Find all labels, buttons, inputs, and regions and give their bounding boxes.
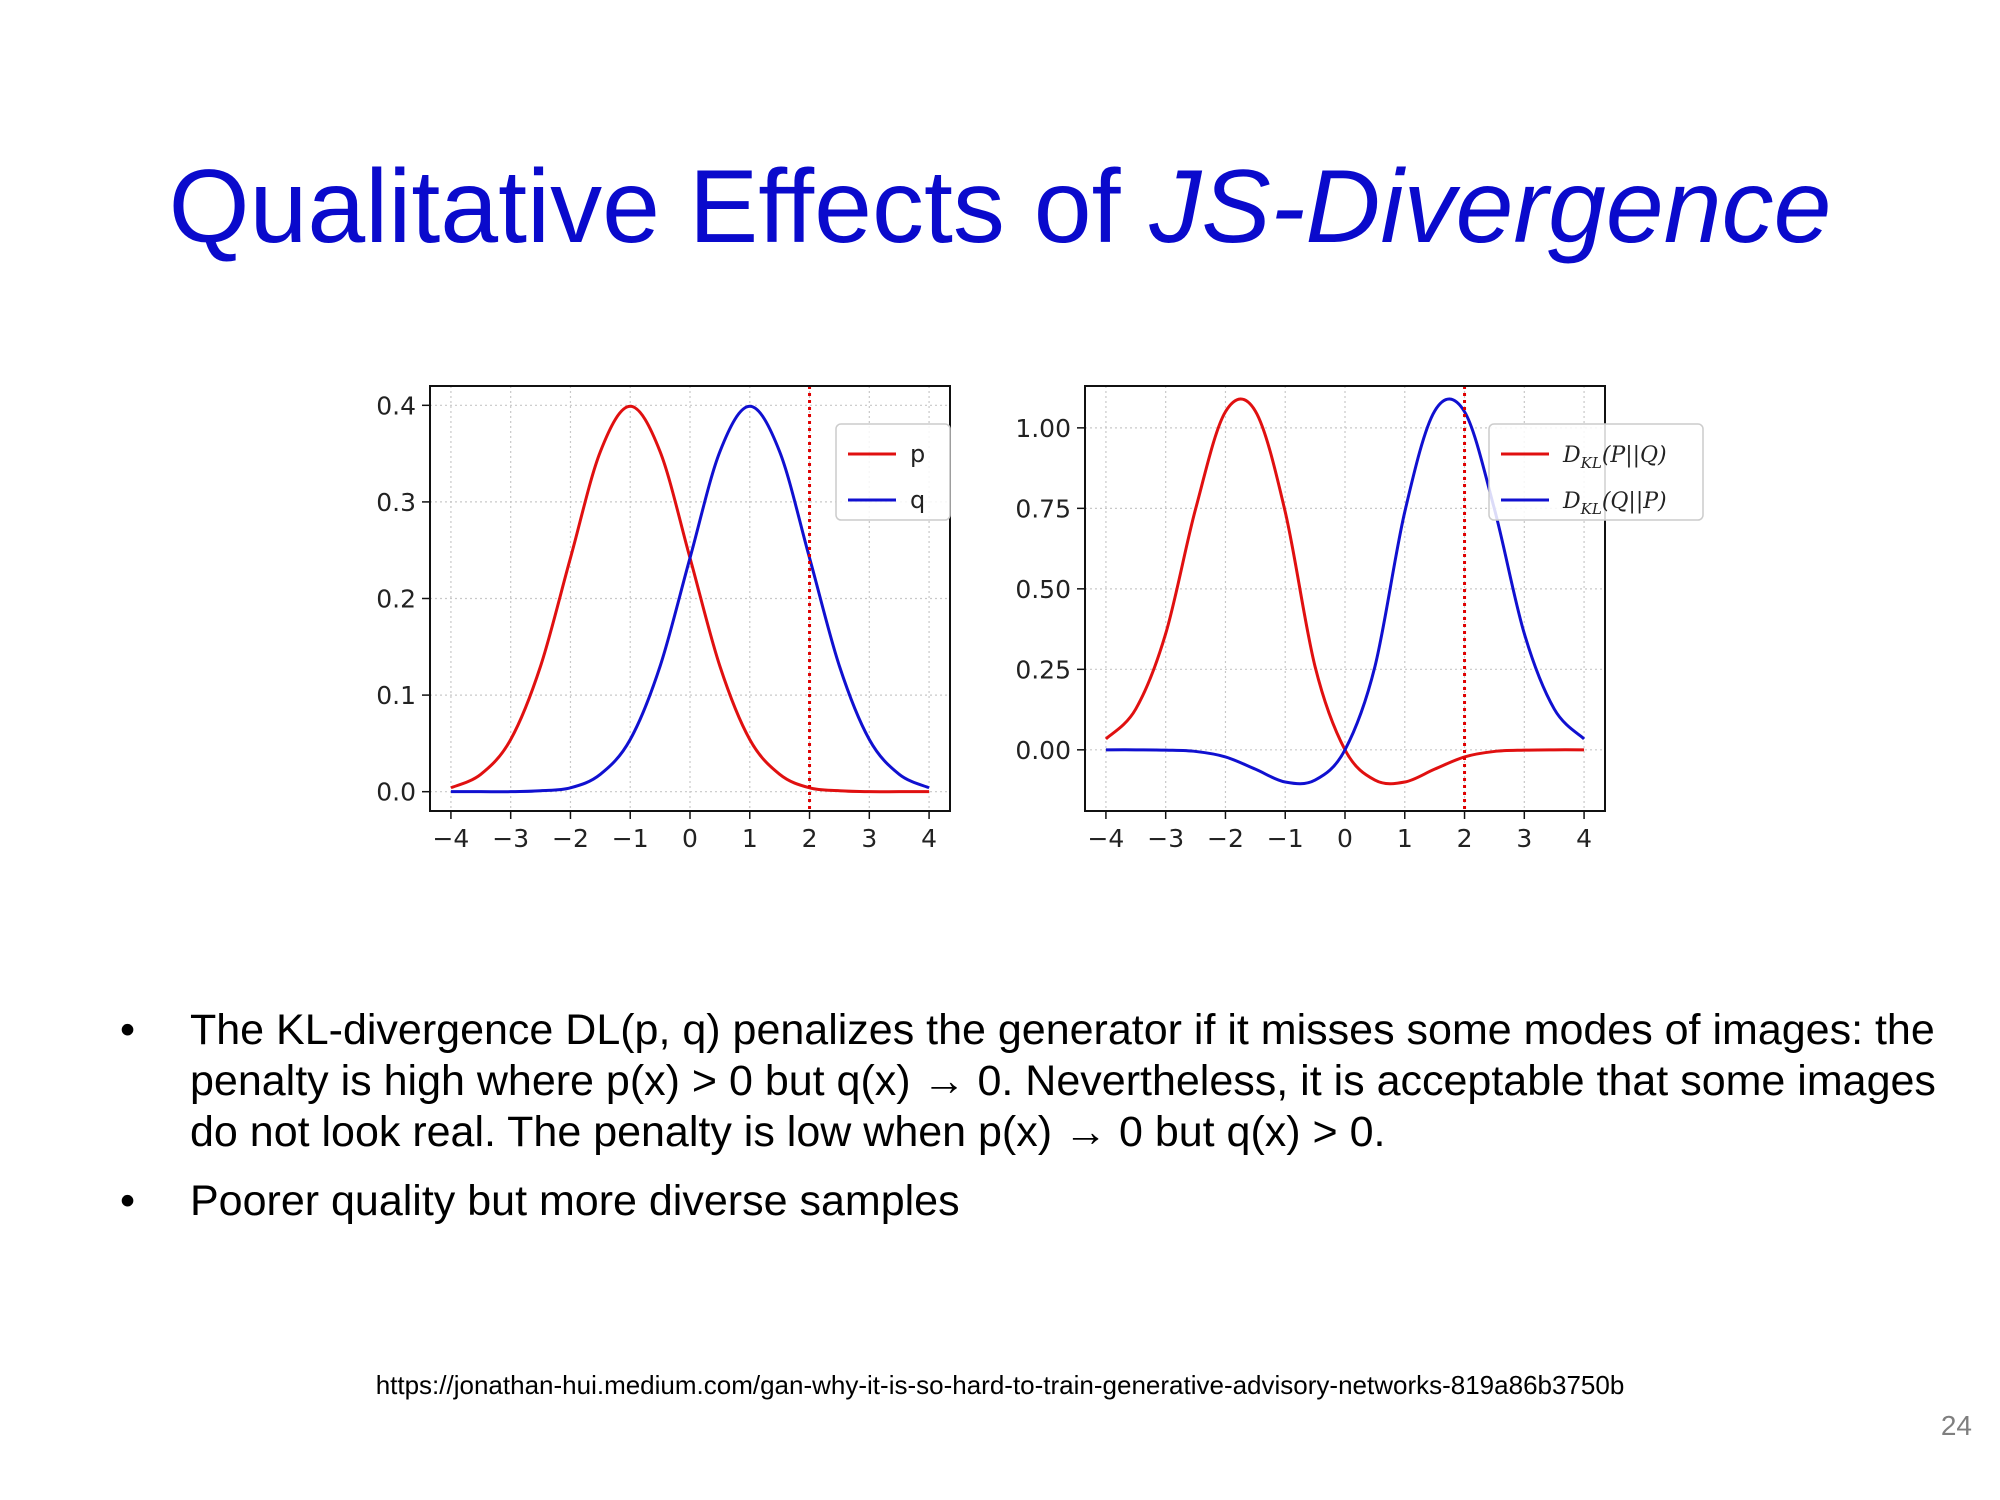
x-tick: −1 — [1267, 811, 1304, 853]
x-tick: 2 — [802, 811, 818, 853]
series-line — [1105, 397, 1586, 786]
x-tick-label: 3 — [1516, 824, 1532, 853]
bullet-dot: • — [120, 1006, 136, 1054]
x-tick: 2 — [1457, 811, 1473, 853]
y-tick-label: 1.00 — [1015, 414, 1071, 443]
chart-right: −4 −3 −2 −1 0 1 2 3 4 0.00 0.25 0.50 0.75 1.00 DKL(P||… — [1015, 385, 1704, 853]
x-tick-label: 3 — [861, 824, 877, 853]
x-tick: −2 — [552, 811, 589, 853]
bullet-dot: • — [120, 1177, 136, 1225]
y-tick: 0.0 — [376, 778, 430, 807]
x-tick-label: −1 — [1267, 824, 1304, 853]
legend-box — [1488, 423, 1704, 521]
bullet-text: Poorer quality but more diverse samples — [190, 1177, 960, 1225]
series-line — [1104, 397, 1585, 786]
legend-label: q — [910, 486, 925, 514]
legend-box — [835, 423, 951, 521]
y-tick: 0.50 — [1015, 575, 1085, 604]
source-link[interactable]: https://jonathan-hui.medium.com/gan-why-… — [375, 1370, 1625, 1400]
x-tick: 3 — [1516, 811, 1532, 853]
y-tick: 0.4 — [376, 391, 430, 420]
slide-title: Qualitative Effects of JS-Divergence — [0, 150, 2000, 264]
y-tick-label: 0.3 — [376, 488, 416, 517]
bullet-item: • Poorer quality but more diverse sample… — [120, 1176, 1940, 1227]
legend: DKL(P||Q) DKL(Q||P) — [1488, 423, 1704, 521]
series-line — [450, 404, 930, 794]
y-tick: 0.2 — [376, 585, 430, 614]
x-tick-label: 0 — [1337, 824, 1353, 853]
y-tick-label: 0.25 — [1015, 655, 1071, 684]
x-tick: 3 — [861, 811, 877, 853]
y-tick: 0.25 — [1015, 655, 1085, 684]
x-tick: −3 — [1147, 811, 1184, 853]
y-tick: 0.1 — [376, 681, 430, 710]
x-tick-label: 4 — [921, 824, 937, 853]
x-tick-label: −4 — [1087, 824, 1124, 853]
y-tick-label: 0.0 — [376, 778, 416, 807]
x-tick-label: 2 — [802, 824, 818, 853]
x-tick-label: 4 — [1576, 824, 1592, 853]
y-tick-label: 0.00 — [1015, 736, 1071, 765]
x-tick-label: 1 — [1397, 824, 1413, 853]
legend: pq — [835, 423, 951, 521]
series-line — [450, 404, 930, 794]
bullet-text: The KL-divergence DL(p, q) penalizes the… — [190, 1006, 1936, 1156]
title-italic: JS-Divergence — [1149, 149, 1832, 265]
x-tick: 4 — [921, 811, 937, 853]
x-tick: 0 — [1337, 811, 1353, 853]
y-tick: 0.3 — [376, 488, 430, 517]
title-plain: Qualitative Effects of — [168, 149, 1150, 265]
legend-label: DKL(P||Q) — [1562, 443, 1667, 472]
x-tick: 1 — [742, 811, 758, 853]
x-tick-label: −3 — [1147, 824, 1184, 853]
x-tick-label: 0 — [682, 824, 698, 853]
x-tick: −1 — [612, 811, 649, 853]
x-tick-label: −2 — [552, 824, 589, 853]
y-tick-label: 0.4 — [376, 391, 416, 420]
x-tick: −4 — [1087, 811, 1124, 853]
y-tick: 0.75 — [1015, 494, 1085, 523]
bullet-item: • The KL-divergence DL(p, q) penalizes t… — [120, 1005, 1940, 1158]
x-tick: 1 — [1397, 811, 1413, 853]
x-tick: 4 — [1576, 811, 1592, 853]
x-tick-label: −3 — [492, 824, 529, 853]
y-tick-label: 0.1 — [376, 681, 416, 710]
x-tick-label: −4 — [432, 824, 469, 853]
x-tick-label: 2 — [1457, 824, 1473, 853]
y-tick-label: 0.75 — [1015, 494, 1071, 523]
y-tick: 0.00 — [1015, 736, 1085, 765]
x-tick-label: −2 — [1207, 824, 1244, 853]
page-number: 24 — [1940, 1410, 1972, 1441]
bullet-list: • The KL-divergence DL(p, q) penalizes t… — [120, 1005, 1940, 1245]
x-tick: −3 — [492, 811, 529, 853]
x-tick: −4 — [432, 811, 469, 853]
y-tick: 1.00 — [1015, 414, 1085, 443]
x-tick: 0 — [682, 811, 698, 853]
chart-left: −4 −3 −2 −1 0 1 2 3 4 0.0 0.1 0.2 0.3 0.4 pq — [376, 385, 951, 853]
x-tick: −2 — [1207, 811, 1244, 853]
x-tick-label: −1 — [612, 824, 649, 853]
legend-label: DKL(Q||P) — [1562, 489, 1667, 518]
legend-label: p — [910, 440, 925, 468]
y-tick-label: 0.50 — [1015, 575, 1071, 604]
x-tick-label: 1 — [742, 824, 758, 853]
y-tick-label: 0.2 — [376, 585, 416, 614]
